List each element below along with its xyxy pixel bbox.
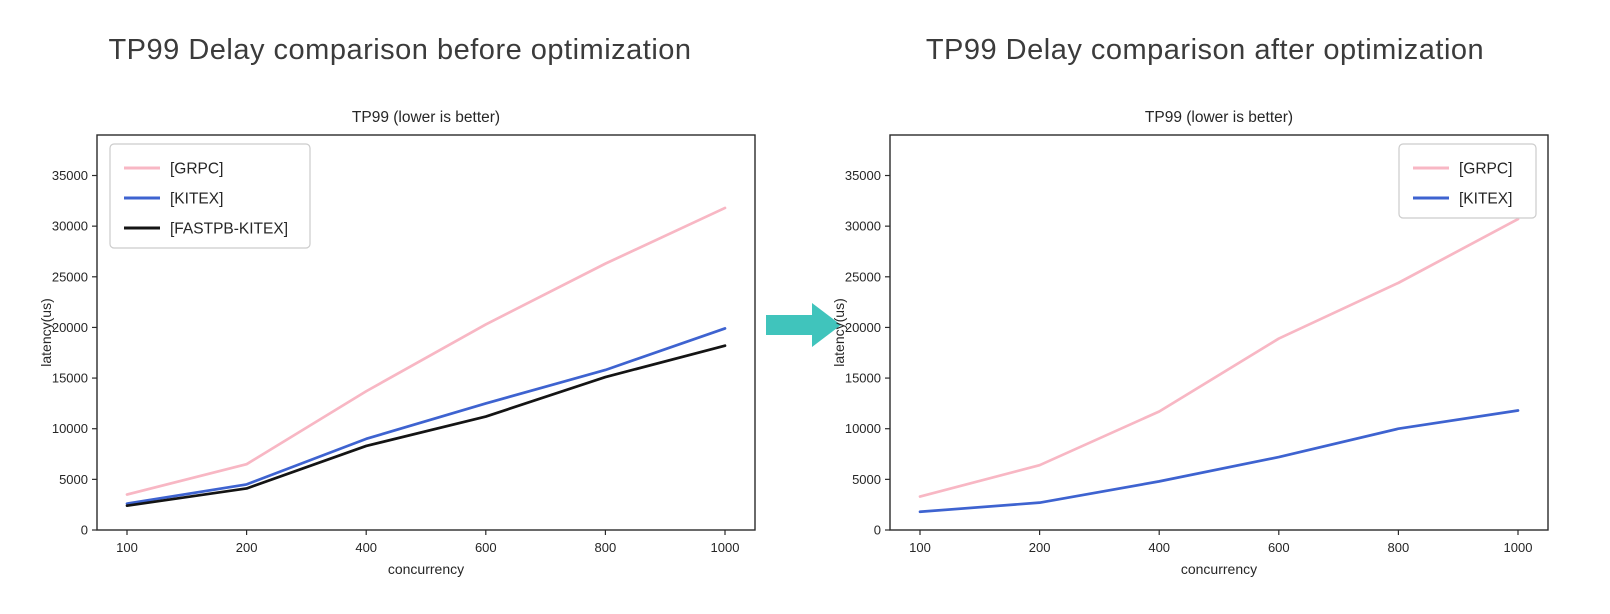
series-line-grpc: [125, 206, 727, 496]
series-line-fastpb-kitex: [125, 344, 727, 508]
right-arrow-icon: [766, 303, 841, 347]
y-axis-label: latency(us): [38, 298, 54, 366]
series-line-grpc: [918, 217, 1520, 498]
y-tick-label: 10000: [845, 421, 881, 436]
y-tick-label: 5000: [59, 472, 88, 487]
x-tick-label: 200: [1029, 540, 1051, 555]
x-tick-label: 600: [475, 540, 497, 555]
y-tick-label: 15000: [52, 371, 88, 386]
chart-after-heading: TP99 Delay comparison after optimization: [925, 34, 1485, 66]
right-arrow-shape: [766, 303, 841, 347]
x-tick-label: 800: [595, 540, 617, 555]
x-tick-label: 100: [116, 540, 138, 555]
transition-arrow: [766, 302, 842, 348]
y-tick-label: 35000: [52, 168, 88, 183]
x-tick-label: 100: [909, 540, 931, 555]
chart-title: TP99 (lower is better): [352, 109, 500, 126]
x-tick-label: 400: [355, 540, 377, 555]
series-line-kitex: [918, 409, 1520, 514]
legend-label: [KITEX]: [1459, 191, 1512, 208]
legend-label: [KITEX]: [170, 191, 223, 208]
y-tick-label: 20000: [52, 320, 88, 335]
legend-label: [GRPC]: [170, 161, 223, 178]
y-tick-label: 0: [81, 523, 88, 538]
y-tick-label: 20000: [845, 320, 881, 335]
plot-frame: [96, 134, 756, 531]
legend-box: [109, 143, 311, 249]
y-tick-label: 15000: [845, 371, 881, 386]
line-chart-before: TP99 (lower is better) 0 5000 10000 15000 200…: [38, 109, 756, 577]
x-tick-label: 600: [1268, 540, 1290, 555]
y-tick-label: 25000: [52, 269, 88, 284]
y-tick-label: 10000: [52, 421, 88, 436]
y-axis-label: latency(us): [831, 298, 847, 366]
y-tick-label: 25000: [845, 269, 881, 284]
y-tick-label: 5000: [852, 472, 881, 487]
plot-frame: [889, 134, 1549, 531]
x-tick-label: 400: [1148, 540, 1170, 555]
y-tick-label: 0: [874, 523, 881, 538]
x-tick-label: 1000: [1504, 540, 1533, 555]
legend-label: [GRPC]: [1459, 161, 1512, 178]
line-chart-after: TP99 (lower is better) 0 5000 10000 15000 200…: [831, 109, 1549, 577]
legend-label: [FASTPB-KITEX]: [170, 221, 288, 238]
chart-before-heading: TP99 Delay comparison before optimizatio…: [108, 34, 692, 66]
chart-before-figure: TP99 (lower is better) 0 5000 10000 15000 200…: [35, 100, 770, 590]
chart-title: TP99 (lower is better): [1145, 109, 1293, 126]
y-tick-label: 30000: [52, 219, 88, 234]
x-axis-label: concurrency: [1181, 561, 1257, 577]
series-line-kitex: [125, 327, 727, 506]
x-axis-label: concurrency: [388, 561, 464, 577]
y-tick-label: 30000: [845, 219, 881, 234]
x-tick-label: 1000: [711, 540, 740, 555]
x-tick-label: 200: [236, 540, 258, 555]
y-tick-label: 35000: [845, 168, 881, 183]
chart-after-figure: TP99 (lower is better) 0 5000 10000 15000 200…: [828, 100, 1563, 590]
x-tick-label: 800: [1388, 540, 1410, 555]
